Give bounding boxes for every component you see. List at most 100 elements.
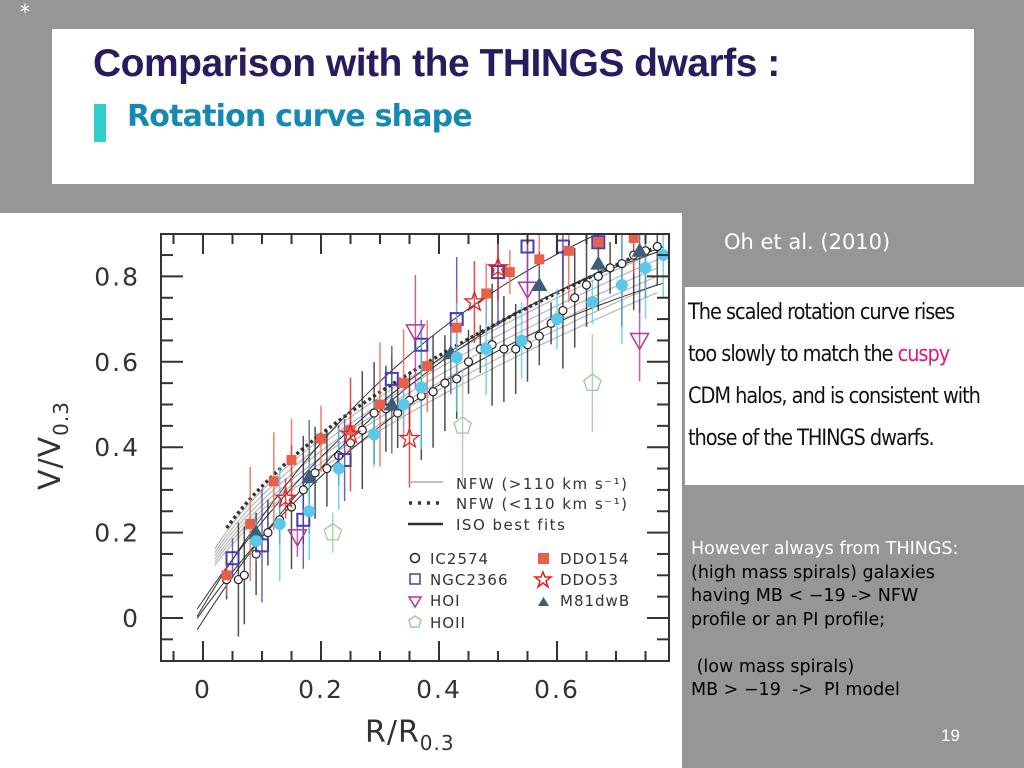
rotation-curve-chart: 0 0.2 0.4 0.6 0 0.2 0.4 0.6 0.8 R/R0.3 V… xyxy=(33,233,670,755)
axis-labels: 0 0.2 0.4 0.6 0 0.2 0.4 0.6 0.8 R/R0.3 V… xyxy=(33,262,580,755)
legend-marker-square-open xyxy=(409,573,421,585)
point-cyan xyxy=(586,296,599,309)
summary-line: those of the THINGS dwarfs. xyxy=(688,425,935,451)
point-ddo53 xyxy=(398,426,421,449)
point-cyan xyxy=(303,505,316,518)
notes-line: profile or an PI profile; xyxy=(691,609,886,630)
point-cyan xyxy=(415,381,428,394)
point-ddo154 xyxy=(345,425,356,436)
axis-ticks xyxy=(161,234,669,661)
point-cyan xyxy=(250,535,263,548)
legend-label: NGC2366 xyxy=(430,571,509,589)
iso-fit-curve xyxy=(196,282,664,619)
point-ic2574 xyxy=(652,241,662,252)
point-ddo154 xyxy=(451,322,462,333)
point-ngc2366 xyxy=(414,337,429,352)
point-ddo53 xyxy=(463,290,486,312)
legend-marker-circle xyxy=(409,552,421,564)
point-ngc2366 xyxy=(337,453,352,468)
point-ddo154 xyxy=(593,237,604,248)
point-ic2574 xyxy=(369,408,379,418)
point-cyan xyxy=(551,313,563,326)
citation: Oh et al. (2010) xyxy=(724,230,891,254)
legend-label: IC2574 xyxy=(430,550,489,568)
data-points xyxy=(221,234,669,585)
point-ddo154 xyxy=(422,361,433,372)
slide-title: Comparison with the THINGS dwarfs : xyxy=(93,42,780,85)
page-number: 19 xyxy=(941,726,960,745)
point-hoii xyxy=(453,416,472,434)
point-ddo154 xyxy=(375,399,385,410)
point-ic2574 xyxy=(570,293,580,303)
point-ddo154 xyxy=(398,378,409,389)
x-tick-label: 0 xyxy=(194,675,212,704)
legend: NFW (>110 km s⁻¹) NFW (<110 km s⁻¹) ISO … xyxy=(407,475,630,632)
nfw-high-curve xyxy=(214,259,658,553)
point-m81dwb xyxy=(590,255,607,270)
notes-blank xyxy=(691,632,958,656)
notes-heading: However always from THINGS: xyxy=(691,539,959,559)
point-ddo154 xyxy=(563,245,574,256)
y-tick-label: 0.8 xyxy=(94,262,140,291)
slide-marker: * xyxy=(20,0,30,24)
notes-line: having MB < −19 -> NFW xyxy=(691,586,919,606)
summary-line: CDM halos, and is consistent with xyxy=(688,383,981,409)
point-ic2574 xyxy=(617,258,627,269)
legend-marker-star-open xyxy=(532,569,554,590)
point-ngc2366 xyxy=(384,371,399,386)
point-ddo154 xyxy=(316,433,326,444)
point-m81dwb xyxy=(301,469,318,484)
point-m81dwb xyxy=(383,396,400,411)
point-ddo154 xyxy=(286,455,297,466)
point-ddo154 xyxy=(245,519,256,530)
point-cyan xyxy=(615,278,628,291)
x-tick-label: 0.4 xyxy=(416,675,462,704)
point-ic2574 xyxy=(605,263,615,273)
title-box: Comparison with the THINGS dwarfs : Rota… xyxy=(52,29,974,184)
notes: However always from THINGS: (high mass s… xyxy=(691,538,958,703)
slide-subtitle: Rotation curve shape xyxy=(127,99,473,134)
point-ngc2366 xyxy=(491,265,505,280)
legend-marker-pentagon-open xyxy=(408,615,422,628)
point-ic2574 xyxy=(322,463,332,474)
point-ddo53 xyxy=(274,486,297,509)
point-ic2574 xyxy=(452,374,462,384)
legend-marker-triangle-filled xyxy=(538,597,549,606)
point-cyan xyxy=(515,334,528,347)
point-hoii xyxy=(583,373,602,392)
point-cyan xyxy=(639,261,652,274)
point-m81dwb xyxy=(531,276,548,291)
cuspy-highlight: cuspy xyxy=(897,341,951,367)
y-tick-label: 0 xyxy=(122,604,140,633)
notes-line: (low mass spirals) xyxy=(691,656,855,677)
point-ic2574 xyxy=(428,387,438,397)
point-ddo154 xyxy=(628,234,639,243)
point-ddo53 xyxy=(486,255,510,278)
legend-label: DDO53 xyxy=(560,571,619,589)
nfw-high-curve xyxy=(214,267,658,557)
point-cyan xyxy=(332,462,345,475)
y-axis-label: V/V0.3 xyxy=(33,401,73,490)
x-tick-label: 0.2 xyxy=(298,675,344,704)
legend-label: ISO best fits xyxy=(456,516,566,534)
point-ngc2366 xyxy=(296,512,311,527)
point-ic2574 xyxy=(581,280,592,290)
legend-label: HOI xyxy=(430,592,461,610)
y-tick-label: 0.6 xyxy=(94,348,140,377)
point-cyan xyxy=(450,351,463,364)
summary-line: The scaled rotation curve rises xyxy=(688,299,955,325)
legend-label: M81dwB xyxy=(560,592,630,610)
point-hoi xyxy=(629,332,650,351)
plot-panel: 0 0.2 0.4 0.6 0 0.2 0.4 0.6 0.8 R/R0.3 V… xyxy=(0,213,682,768)
point-ngc2366 xyxy=(591,235,606,250)
point-ic2574 xyxy=(298,485,308,495)
point-ic2574 xyxy=(511,344,521,354)
point-ic2574 xyxy=(534,331,544,341)
point-hoii xyxy=(323,522,343,541)
point-ic2574 xyxy=(239,570,249,580)
point-ic2574 xyxy=(263,527,273,538)
x-tick-label: 0.6 xyxy=(534,675,580,704)
point-cyan xyxy=(480,342,493,355)
point-ddo154 xyxy=(504,267,515,278)
point-ic2574 xyxy=(593,271,603,281)
